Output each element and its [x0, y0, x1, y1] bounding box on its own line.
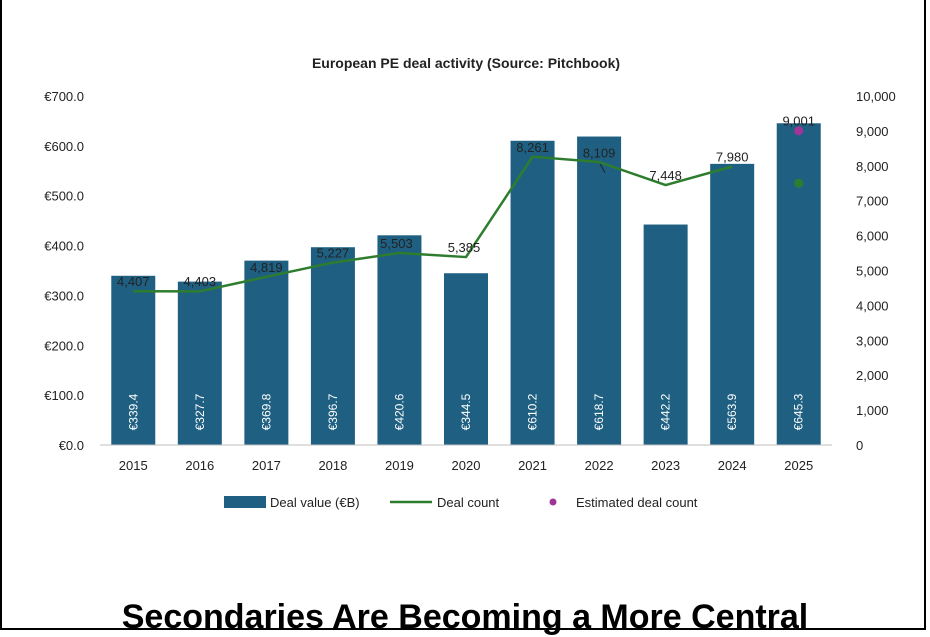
x-tick-label: 2016: [185, 458, 214, 473]
deal-count-label: 7,980: [716, 150, 749, 165]
left-tick-label: €400.0: [44, 239, 84, 254]
bar: [643, 224, 688, 445]
deal-count-label: 4,407: [117, 274, 150, 289]
x-tick-label: 2024: [718, 458, 747, 473]
estimated-deal-count-label: 9,001: [782, 114, 815, 129]
bar-value-label: €645.3: [792, 393, 806, 430]
deal-count-label: 5,227: [317, 246, 350, 261]
left-tick-label: €100.0: [44, 388, 84, 403]
bar: [444, 273, 488, 445]
chart-title: European PE deal activity (Source: Pitch…: [312, 55, 620, 71]
bar-value-label: €327.7: [193, 393, 207, 430]
bar: [377, 235, 422, 445]
chart: European PE deal activity (Source: Pitch…: [44, 55, 896, 510]
x-tick-label: 2015: [119, 458, 148, 473]
x-tick-label: 2023: [651, 458, 680, 473]
x-tick-label: 2022: [585, 458, 614, 473]
right-tick-label: 10,000: [856, 89, 896, 104]
bar: [776, 123, 821, 446]
bar: [510, 140, 555, 445]
deal-count-label: 4,403: [184, 274, 217, 289]
estimated-deal-count-point: [794, 126, 804, 136]
bar-series: €339.4 €327.7 €369.8 €396.7 €420.6 €344.5 €610…: [111, 123, 821, 446]
bar-value-label: €344.5: [459, 393, 473, 430]
deal-count-label: 7,448: [649, 168, 682, 183]
bar-value-label: €396.7: [326, 393, 340, 430]
label-leader-line: [599, 163, 606, 174]
right-tick-label: 6,000: [856, 229, 889, 244]
left-tick-label: €300.0: [44, 288, 84, 303]
right-tick-label: 4,000: [856, 298, 889, 313]
bar: [577, 136, 622, 445]
left-axis: €0.0 €100.0 €200.0 €300.0 €400.0 €500.0 €600.0…: [44, 89, 84, 453]
deal-count-label: 5,385: [448, 240, 481, 255]
x-tick-label: 2018: [318, 458, 347, 473]
x-tick-label: 2019: [385, 458, 414, 473]
x-tick-label: 2025: [784, 458, 813, 473]
legend-label-estimate: Estimated deal count: [576, 495, 698, 510]
left-tick-label: €0.0: [59, 438, 84, 453]
bar: [710, 163, 755, 445]
left-tick-label: €200.0: [44, 338, 84, 353]
bar-value-label: €563.9: [725, 393, 739, 430]
legend-label-bar: Deal value (€B): [270, 495, 360, 510]
deal-count-label: 5,503: [380, 236, 413, 251]
legend-swatch-estimate: [549, 498, 557, 506]
right-tick-label: 7,000: [856, 194, 889, 209]
bar: [244, 260, 289, 445]
x-tick-label: 2021: [518, 458, 547, 473]
article-headline: Secondaries Are Becoming a More Central: [121, 598, 809, 636]
right-tick-label: 3,000: [856, 333, 889, 348]
left-tick-label: €500.0: [44, 189, 84, 204]
bar-value-label: €420.6: [392, 393, 406, 430]
bar-value-label: €369.8: [259, 393, 273, 430]
right-axis: 0 1,000 2,000 3,000 4,000 5,000 6,000 7,000 8,00…: [856, 89, 896, 453]
left-tick-label: €600.0: [44, 139, 84, 154]
x-tick-label: 2020: [452, 458, 481, 473]
bar-value-label: €442.2: [659, 393, 673, 430]
right-tick-label: 1,000: [856, 403, 889, 418]
deal-count-label: 4,819: [250, 260, 283, 275]
deal-count-label: 8,261: [516, 140, 549, 155]
right-tick-label: 5,000: [856, 264, 889, 279]
legend-label-line: Deal count: [437, 495, 500, 510]
bar-value-label: €618.7: [592, 393, 606, 430]
line-series: 4,407 4,403 4,819 5,227 5,503 5,385 8,261 8,109…: [117, 114, 815, 293]
bar: [310, 247, 355, 445]
bar: [177, 281, 222, 445]
deal-count-label: 8,109: [583, 145, 616, 160]
right-tick-label: 2,000: [856, 368, 889, 383]
right-tick-label: 8,000: [856, 159, 889, 174]
x-axis: 2015 2016 2017 2018 2019 2020 2021 2022 2023 2024…: [100, 444, 832, 473]
right-tick-label: 9,000: [856, 124, 889, 139]
bar: [111, 275, 156, 445]
deal-count-point: [794, 178, 804, 188]
right-tick-label: 0: [856, 438, 863, 453]
deal-count-line: [133, 155, 733, 293]
legend-swatch-bar: [224, 496, 266, 508]
bar-value-label: €339.4: [126, 393, 140, 430]
legend: Deal value (€B) Deal count Estimated deal …: [224, 495, 698, 510]
x-tick-label: 2017: [252, 458, 281, 473]
left-tick-label: €700.0: [44, 89, 84, 104]
bar-value-label: €610.2: [526, 393, 540, 430]
